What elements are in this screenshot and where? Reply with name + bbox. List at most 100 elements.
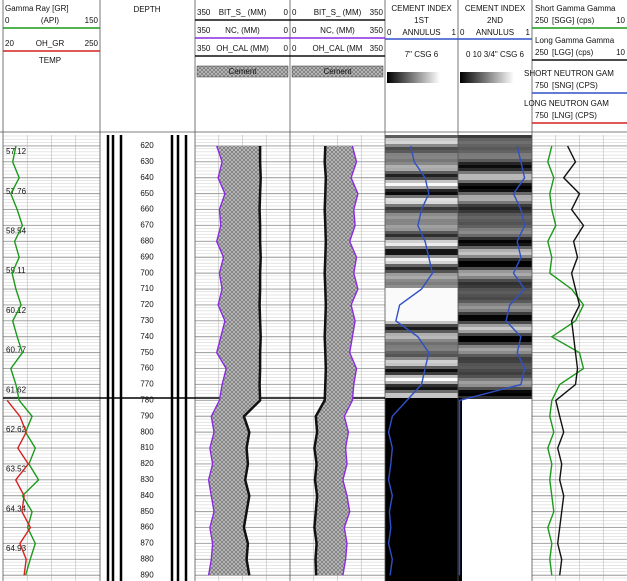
amplitude-band — [458, 243, 532, 246]
amplitude-band — [458, 150, 532, 153]
depth-label: 870 — [140, 539, 154, 548]
amplitude-band — [385, 273, 458, 276]
amplitude-band — [458, 363, 532, 366]
amplitude-band — [385, 354, 458, 357]
amplitude-band — [458, 378, 532, 381]
amplitude-band — [385, 252, 458, 255]
amplitude-band — [385, 351, 458, 354]
amplitude-band — [385, 345, 458, 348]
depth-label: 850 — [140, 507, 154, 516]
depth-label: 700 — [140, 268, 154, 277]
amplitude-band — [385, 285, 458, 288]
amplitude-band — [385, 360, 458, 363]
amplitude-band — [385, 390, 458, 393]
amplitude-band — [385, 201, 458, 204]
header-text: [SGG] (cps) — [552, 16, 595, 25]
header-text: OH_CAL (MM — [313, 44, 363, 53]
depth-label: 800 — [140, 427, 154, 436]
header-text: CEMENT INDEX — [465, 4, 526, 13]
header-text: 0 10 3/4" CSG 6 — [466, 50, 525, 59]
depth-label: 810 — [140, 443, 154, 452]
amplitude-band — [385, 135, 458, 138]
header-text: 1 — [452, 28, 457, 37]
depth-label: 780 — [140, 396, 154, 405]
header-text: ANNULUS — [476, 28, 514, 37]
amplitude-band — [385, 141, 458, 144]
amplitude-band — [458, 348, 532, 351]
amplitude-band — [385, 357, 458, 360]
amplitude-band — [385, 303, 458, 306]
amplitude-band — [458, 393, 532, 396]
header-text: Short Gamma Gamma — [535, 4, 616, 13]
amplitude-band — [458, 213, 532, 216]
amplitude-band — [458, 165, 532, 168]
amplitude-band — [458, 171, 532, 174]
amplitude-band — [385, 219, 458, 222]
amplitude-band — [458, 264, 532, 267]
amplitude-band — [458, 372, 532, 375]
header-text: OH_GR — [36, 39, 65, 48]
header-text: BIT_S_ (MM) — [219, 8, 267, 17]
header-text: 0 — [284, 26, 289, 35]
depth-label: 620 — [140, 141, 154, 150]
depth-label: 820 — [140, 459, 154, 468]
amplitude-band — [385, 195, 458, 198]
amplitude-band — [385, 324, 458, 327]
header-text: 0 — [5, 16, 10, 25]
amplitude-band — [458, 240, 532, 243]
amplitude-band — [458, 312, 532, 315]
amplitude-band — [458, 318, 532, 321]
amplitude-band — [458, 366, 532, 369]
amplitude-band — [385, 243, 458, 246]
header-text: 350 — [197, 44, 211, 53]
header-text: Gamma Ray [GR] — [5, 4, 69, 13]
amplitude-band — [458, 219, 532, 222]
amplitude-band — [458, 153, 532, 156]
amplitude-band — [385, 276, 458, 279]
amplitude-band — [385, 282, 458, 285]
header-text: 7" CSG 6 — [405, 50, 439, 59]
depth-label: 720 — [140, 300, 154, 309]
amplitude-band — [458, 285, 532, 288]
depth-label: 880 — [140, 555, 154, 564]
amplitude-band — [385, 312, 458, 315]
amplitude-band — [385, 300, 458, 303]
amplitude-band — [385, 165, 458, 168]
gradient-legend — [460, 72, 514, 83]
amplitude-band — [385, 153, 458, 156]
header-text: 0 — [284, 8, 289, 17]
header-text: LONG NEUTRON GAM — [524, 99, 609, 108]
amplitude-band — [385, 186, 458, 189]
header-text: 1ST — [414, 16, 429, 25]
header-text: 350 — [370, 44, 384, 53]
depth-label: 650 — [140, 189, 154, 198]
header-text: ANNULUS — [402, 28, 440, 37]
amplitude-band — [458, 246, 532, 249]
amplitude-band — [385, 240, 458, 243]
header-text: 10 — [616, 48, 625, 57]
well-log: DEPTH62063064065066067068069070071072073… — [0, 0, 627, 581]
amplitude-band — [458, 222, 532, 225]
header-text: 20 — [5, 39, 14, 48]
amplitude-band — [385, 183, 458, 186]
header-text: 0 — [284, 44, 289, 53]
amplitude-band — [385, 180, 458, 183]
amplitude-band — [458, 309, 532, 312]
depth-label: 830 — [140, 475, 154, 484]
amplitude-band — [385, 363, 458, 366]
amplitude-band — [458, 306, 532, 309]
amplitude-band — [385, 336, 458, 339]
amplitude-band — [385, 147, 458, 150]
amplitude-band — [385, 246, 458, 249]
amplitude-band — [385, 174, 458, 177]
gradient-legend — [387, 72, 440, 83]
depth-label: 760 — [140, 364, 154, 373]
header-text: 350 — [197, 26, 211, 35]
header-text: 750 — [535, 111, 549, 120]
header-text: 750 — [535, 81, 549, 90]
amplitude-band — [385, 150, 458, 153]
amplitude-band — [458, 144, 532, 147]
header-text: Cement — [228, 67, 257, 76]
amplitude-band — [385, 327, 458, 330]
amplitude-band — [458, 225, 532, 228]
